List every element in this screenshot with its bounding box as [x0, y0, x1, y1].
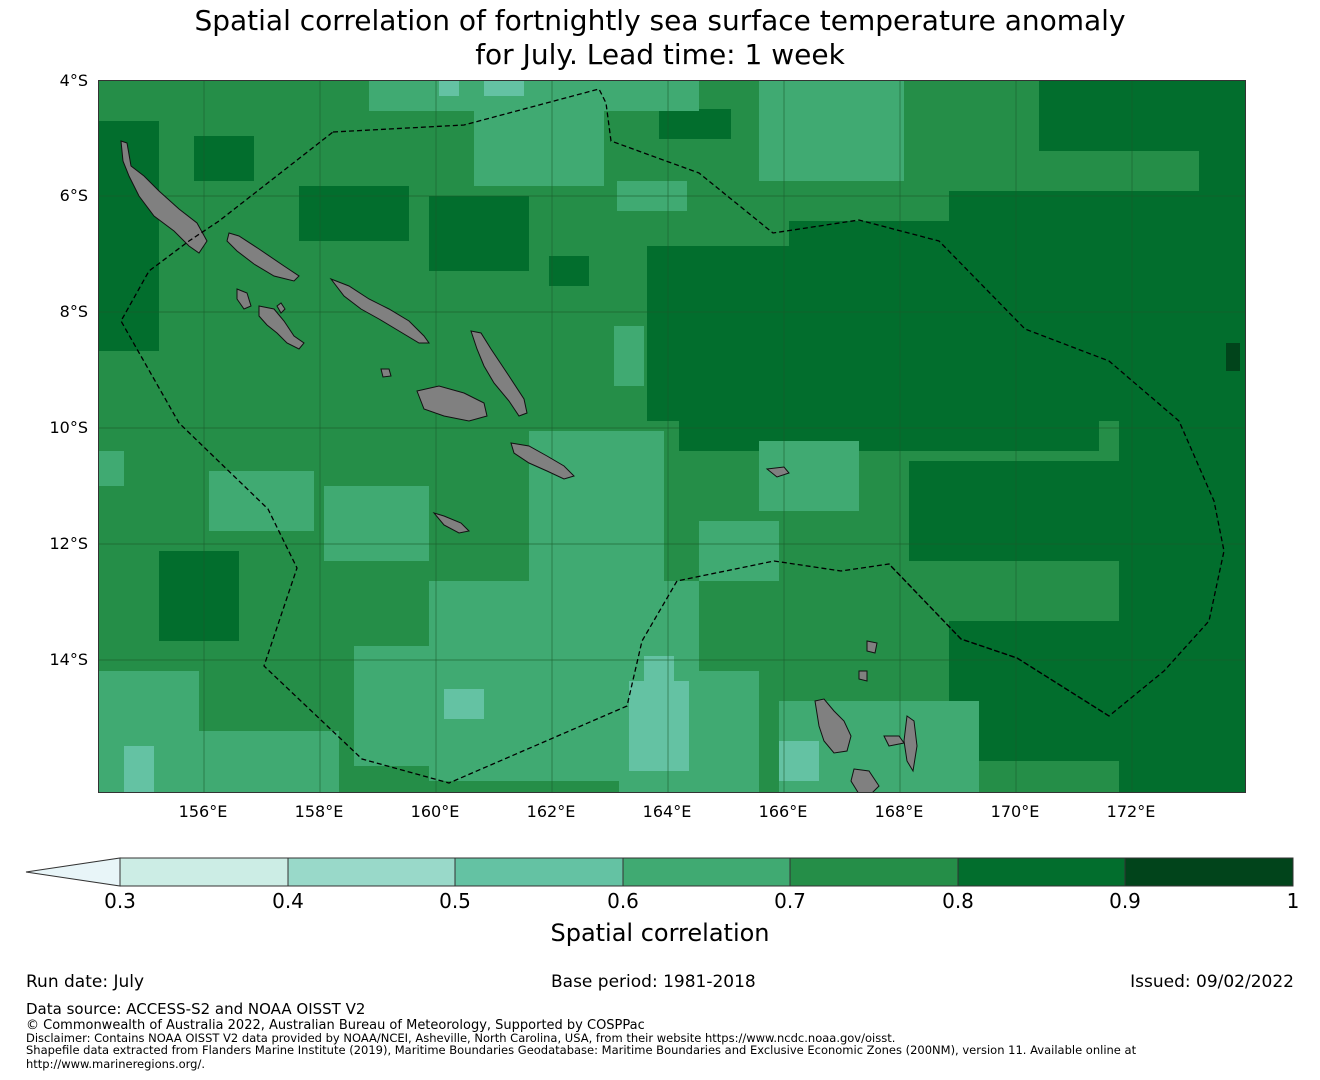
lat-label-10s: 10°S [49, 418, 88, 437]
island-espiritu-santo [814, 698, 852, 754]
title-line-1: Spatial correlation of fortnightly sea s… [194, 4, 1126, 37]
lon-label-164e: 164°E [642, 802, 692, 821]
lon-label-166e: 166°E [758, 802, 808, 821]
colorbar-bin-6 [1124, 857, 1294, 887]
colorbar-tick-5: 0.8 [942, 889, 974, 913]
shapefile-credit: Shapefile data extracted from Flanders M… [26, 1043, 1137, 1057]
lon-label-160e: 160°E [410, 802, 460, 821]
copyright: © Commonwealth of Australia 2022, Austra… [26, 1018, 645, 1033]
island-malaita [470, 330, 528, 417]
lat-label-14s: 14°S [49, 650, 88, 669]
lat-label-12s: 12°S [49, 534, 88, 553]
lat-label-4s: 4°S [59, 71, 88, 90]
lon-label-158e: 158°E [294, 802, 344, 821]
colorbar-bin-3 [622, 857, 791, 887]
lon-label-162e: 162°E [526, 802, 576, 821]
colorbar-tick-4: 0.7 [774, 889, 806, 913]
disclaimer: Disclaimer: Contains NOAA OISST V2 data … [26, 1031, 896, 1045]
land-masses [120, 140, 918, 792]
island-new-georgia [258, 305, 305, 350]
title-line-2: for July. Lead time: 1 week [475, 38, 845, 71]
correlation-map [98, 80, 1246, 793]
colorbar-bin-2 [454, 857, 624, 887]
colorbar-tick-7: 1 [1286, 889, 1300, 913]
chart-title: Spatial correlation of fortnightly sea s… [0, 4, 1320, 72]
issued-date: Issued: 09/02/2022 [1130, 972, 1294, 992]
colorbar-tick-6: 0.9 [1109, 889, 1141, 913]
colorbar-bin-4 [789, 857, 959, 887]
field-low-correlation [124, 81, 819, 792]
colorbar-tick-2: 0.5 [439, 889, 471, 913]
colorbar-label: Spatial correlation [550, 919, 770, 947]
lat-label-6s: 6°S [59, 186, 88, 205]
data-source: Data source: ACCESS-S2 and NOAA OISST V2 [26, 1000, 366, 1018]
eez-boundaries [120, 88, 1225, 784]
shapefile-url: http://www.marineregions.org/. [26, 1057, 205, 1071]
lon-label-170e: 170°E [990, 802, 1040, 821]
island-guadalcanal [416, 385, 488, 422]
colorbar-tick-0: 0.3 [104, 889, 136, 913]
colorbar-tick-3: 0.6 [607, 889, 639, 913]
graticule [99, 81, 1245, 792]
island-choiseul [226, 232, 300, 282]
colorbar [0, 850, 1320, 910]
eez-vanuatu-north [888, 563, 1110, 717]
island-bougainville [120, 140, 208, 254]
colorbar-graphic [25, 857, 1294, 887]
colorbar-tick-1: 0.4 [272, 889, 304, 913]
island-malakula [903, 715, 918, 773]
colorbar-extend-min [25, 857, 121, 887]
lon-label-168e: 168°E [874, 802, 924, 821]
map-canvas [99, 81, 1245, 792]
colorbar-bin-5 [957, 857, 1126, 887]
run-date: Run date: July [26, 972, 145, 992]
island-makira [510, 442, 575, 480]
lat-label-8s: 8°S [59, 302, 88, 321]
island-santa-isabel [329, 277, 430, 344]
base-period: Base period: 1981-2018 [551, 972, 756, 992]
colorbar-bin-0 [119, 857, 289, 887]
field-very-high [1226, 343, 1240, 371]
colorbar-bin-1 [287, 857, 456, 887]
lon-label-172e: 172°E [1106, 802, 1156, 821]
lon-label-156e: 156°E [178, 802, 228, 821]
